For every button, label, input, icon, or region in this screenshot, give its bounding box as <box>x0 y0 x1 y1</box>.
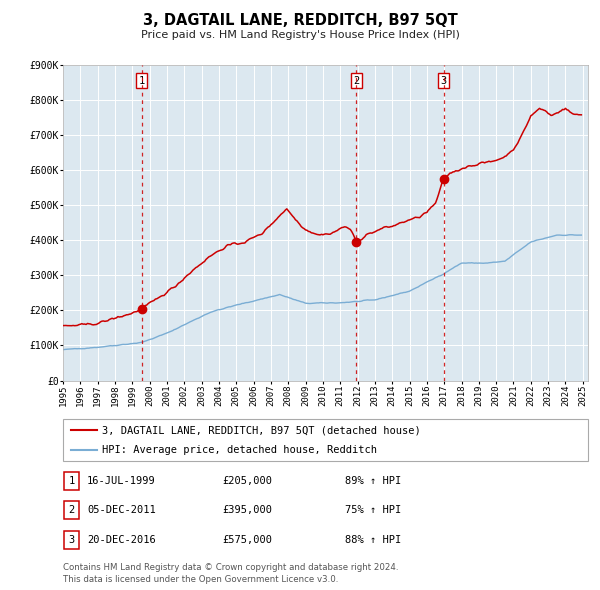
FancyBboxPatch shape <box>64 472 79 490</box>
Text: This data is licensed under the Open Government Licence v3.0.: This data is licensed under the Open Gov… <box>63 575 338 584</box>
Text: 05-DEC-2011: 05-DEC-2011 <box>87 506 156 515</box>
Text: £395,000: £395,000 <box>222 506 272 515</box>
Text: Price paid vs. HM Land Registry's House Price Index (HPI): Price paid vs. HM Land Registry's House … <box>140 31 460 40</box>
Text: £575,000: £575,000 <box>222 535 272 545</box>
Text: 20-DEC-2016: 20-DEC-2016 <box>87 535 156 545</box>
Text: 3: 3 <box>68 535 74 545</box>
Text: 3, DAGTAIL LANE, REDDITCH, B97 5QT (detached house): 3, DAGTAIL LANE, REDDITCH, B97 5QT (deta… <box>103 425 421 435</box>
Text: £205,000: £205,000 <box>222 476 272 486</box>
FancyBboxPatch shape <box>64 531 79 549</box>
Text: HPI: Average price, detached house, Redditch: HPI: Average price, detached house, Redd… <box>103 445 377 455</box>
FancyBboxPatch shape <box>64 502 79 519</box>
Text: 3, DAGTAIL LANE, REDDITCH, B97 5QT: 3, DAGTAIL LANE, REDDITCH, B97 5QT <box>143 13 457 28</box>
Text: 2: 2 <box>353 76 359 86</box>
Text: Contains HM Land Registry data © Crown copyright and database right 2024.: Contains HM Land Registry data © Crown c… <box>63 563 398 572</box>
Text: 89% ↑ HPI: 89% ↑ HPI <box>345 476 401 486</box>
FancyBboxPatch shape <box>63 419 588 461</box>
Text: 1: 1 <box>139 76 145 86</box>
Text: 2: 2 <box>68 506 74 515</box>
Text: 16-JUL-1999: 16-JUL-1999 <box>87 476 156 486</box>
Text: 75% ↑ HPI: 75% ↑ HPI <box>345 506 401 515</box>
Text: 1: 1 <box>68 476 74 486</box>
Text: 3: 3 <box>440 76 447 86</box>
Text: 88% ↑ HPI: 88% ↑ HPI <box>345 535 401 545</box>
